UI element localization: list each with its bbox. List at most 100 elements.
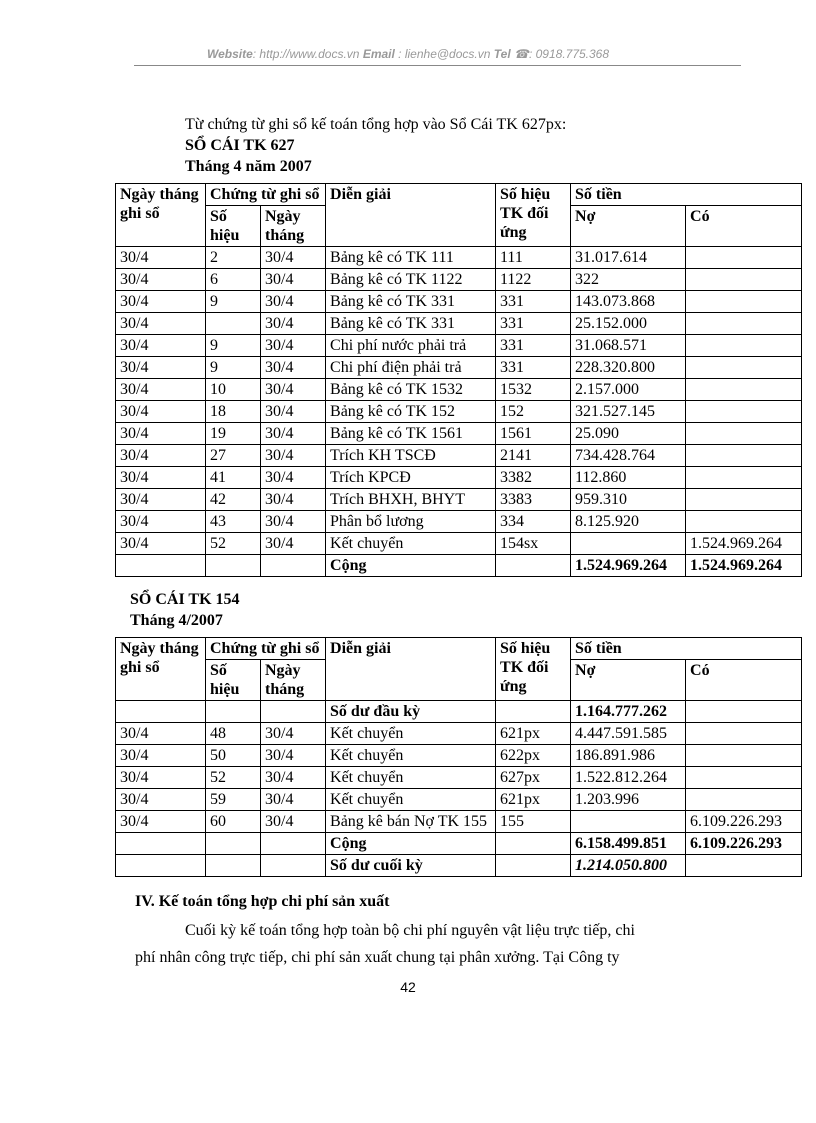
date-cell: 30/4 (115, 744, 206, 767)
section-title: IV. Kế toán tổng hợp chi phí sản xuất (135, 893, 390, 910)
description-cell: Bảng kê có TK 331 (325, 312, 497, 335)
voucher-date-cell: 30/4 (259, 510, 327, 533)
credit-cell (685, 422, 803, 445)
header-row: Số hiệu Ngày tháng Nợ Có (116, 659, 803, 701)
debit-cell: 321.527.145 (570, 400, 687, 423)
debit-cell: 734.428.764 (570, 444, 687, 467)
credit-cell (685, 400, 803, 423)
header-date: Ngày tháng ghi sổ (115, 183, 206, 247)
description-cell: Kết chuyển (325, 788, 497, 811)
header-amount: Số tiền (570, 637, 803, 660)
closing-balance-label: Số dư cuối kỳ (325, 854, 497, 877)
account-cell: 334 (495, 510, 572, 533)
account-cell: 627px (495, 766, 572, 789)
table-row: 30/4 27 30/4 Trích KH TSCĐ 2141 734.428.764 (115, 444, 803, 467)
voucher-date-cell: 30/4 (259, 788, 327, 811)
debit-cell: 1.203.996 (570, 788, 687, 811)
credit-cell (685, 356, 803, 379)
credit-cell (685, 378, 803, 401)
credit-cell (685, 510, 803, 533)
voucher-date-cell: 30/4 (259, 766, 327, 789)
total-debit: 1.524.969.264 (570, 554, 687, 577)
voucher-date-cell: 30/4 (259, 466, 327, 489)
debit-cell: 186.891.986 (570, 744, 687, 767)
header-voucher-date: Ngày tháng (259, 205, 327, 247)
debit-cell: 322 (570, 268, 687, 291)
table-row: 30/4 41 30/4 Trích KPCĐ 3382 112.860 (115, 466, 803, 489)
debit-cell (570, 532, 687, 555)
account-cell: 154sx (495, 532, 572, 555)
voucher-date-cell: 30/4 (259, 312, 327, 335)
total-row: Cộng 6.158.499.851 6.109.226.293 (115, 832, 803, 855)
account-cell: 621px (495, 722, 572, 745)
date-cell: 30/4 (115, 268, 206, 291)
total-credit: 6.109.226.293 (685, 832, 803, 855)
email-link[interactable]: : lienhe@docs.vn (394, 47, 491, 61)
voucher-no-cell: 10 (205, 378, 261, 401)
header-credit: Có (685, 205, 803, 247)
opening-balance-label: Số dư đầu kỳ (325, 700, 497, 723)
table-row: 30/4 48 30/4 Kết chuyển 621px 4.447.591.585 (115, 722, 803, 745)
account-cell: 331 (495, 290, 572, 313)
date-cell: 30/4 (115, 532, 206, 555)
voucher-no-cell: 52 (205, 766, 261, 789)
empty-cell (115, 700, 206, 723)
date-cell: 30/4 (115, 766, 206, 789)
table-row: 30/4 9 30/4 Bảng kê có TK 331 331 143.073.868 (115, 290, 803, 313)
tel-label: Tel (493, 47, 511, 61)
account-cell: 621px (495, 788, 572, 811)
description-cell: Kết chuyển (325, 766, 497, 789)
website-link[interactable]: : http://www.docs.vn (252, 47, 360, 61)
voucher-no-cell: 9 (205, 356, 261, 379)
table-row: 30/4 9 30/4 Chi phí điện phải trả 331 228.320… (115, 356, 803, 379)
date-cell: 30/4 (115, 400, 206, 423)
body-line: phí nhân công trực tiếp, chi phí sản xuấ… (135, 949, 620, 966)
voucher-no-cell: 41 (205, 466, 261, 489)
voucher-no-cell: 60 (205, 810, 261, 833)
table-row: 30/4 2 30/4 Bảng kê có TK 111 111 31.017.614 (115, 246, 803, 269)
voucher-no-cell: 9 (205, 290, 261, 313)
date-cell: 30/4 (115, 422, 206, 445)
account-cell: 155 (495, 810, 572, 833)
description-cell: Phân bổ lương (325, 510, 497, 533)
header-credit: Có (685, 659, 803, 701)
date-cell: 30/4 (115, 290, 206, 313)
empty-cell (205, 854, 261, 877)
total-label: Cộng (325, 554, 497, 577)
account-cell: 2141 (495, 444, 572, 467)
account-cell: 152 (495, 400, 572, 423)
table-row: 30/4 30/4 Bảng kê có TK 331 331 25.152.000 (115, 312, 803, 335)
voucher-no-cell: 48 (205, 722, 261, 745)
debit-cell: 112.860 (570, 466, 687, 489)
table-row: 30/4 9 30/4 Chi phí nước phải trả 331 31.068.… (115, 334, 803, 357)
ledger-627-period: Tháng 4 năm 2007 (185, 158, 312, 175)
opening-balance-debit: 1.164.777.262 (570, 700, 687, 723)
empty-cell (259, 700, 327, 723)
table-row: 30/4 6 30/4 Bảng kê có TK 1122 1122 322 (115, 268, 803, 291)
empty-cell (495, 700, 572, 723)
header-account: Số hiệu TK đối ứng (495, 183, 572, 247)
account-cell: 3382 (495, 466, 572, 489)
empty-cell (205, 700, 261, 723)
ledger-154-table: Ngày tháng ghi sổ Chứng từ ghi sổ Diễn giả… (115, 637, 803, 877)
header-debit: Nợ (570, 659, 687, 701)
description-cell: Trích KH TSCĐ (325, 444, 497, 467)
debit-cell: 25.152.000 (570, 312, 687, 335)
description-cell: Trích KPCĐ (325, 466, 497, 489)
voucher-date-cell: 30/4 (259, 744, 327, 767)
account-cell: 622px (495, 744, 572, 767)
voucher-no-cell: 18 (205, 400, 261, 423)
description-cell: Kết chuyển (325, 722, 497, 745)
credit-cell: 1.524.969.264 (685, 532, 803, 555)
voucher-date-cell: 30/4 (259, 810, 327, 833)
date-cell: 30/4 (115, 466, 206, 489)
voucher-no-cell: 52 (205, 532, 261, 555)
voucher-no-cell: 9 (205, 334, 261, 357)
header-voucher-no: Số hiệu (205, 205, 261, 247)
email-label: Email (362, 47, 395, 61)
account-cell: 331 (495, 312, 572, 335)
header-date: Ngày tháng ghi sổ (115, 637, 206, 701)
description-cell: Bảng kê có TK 331 (325, 290, 497, 313)
opening-balance-credit (685, 700, 803, 723)
account-cell: 1561 (495, 422, 572, 445)
